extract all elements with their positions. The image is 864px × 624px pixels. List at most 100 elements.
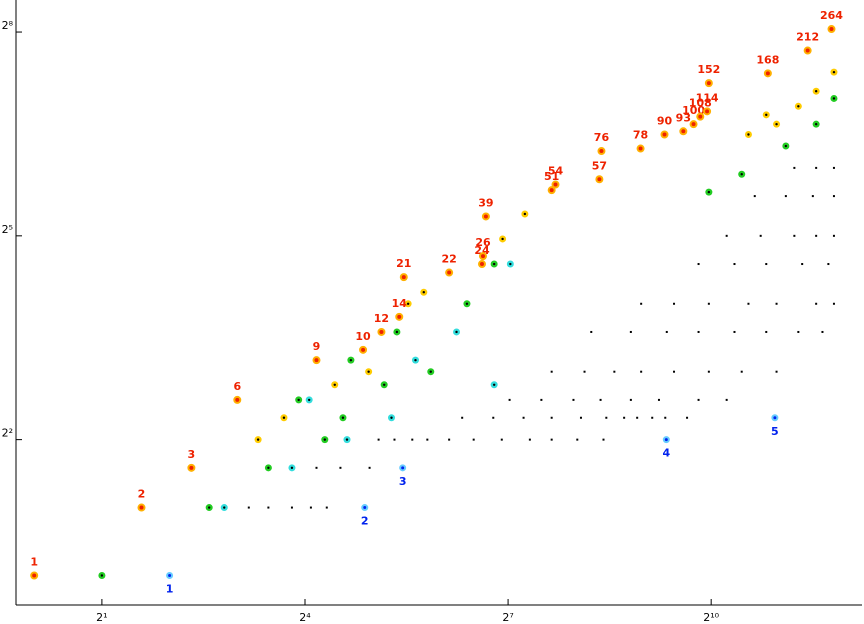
point <box>339 414 347 422</box>
point-core <box>832 97 836 100</box>
point-core <box>429 370 432 373</box>
data-label: 114 <box>696 91 719 104</box>
point <box>490 381 498 389</box>
point <box>753 195 756 198</box>
point <box>830 68 838 76</box>
point <box>679 127 688 136</box>
point <box>420 288 428 296</box>
point <box>426 438 429 441</box>
point <box>461 416 464 419</box>
point <box>267 506 270 509</box>
point <box>664 416 667 419</box>
point <box>801 263 804 266</box>
point <box>827 25 836 34</box>
point <box>365 368 373 376</box>
point <box>264 464 272 472</box>
point <box>361 504 369 512</box>
point <box>411 356 419 364</box>
point <box>30 571 39 580</box>
point-core <box>492 383 496 386</box>
point <box>696 112 705 121</box>
point-core <box>267 466 270 470</box>
data-label: 212 <box>796 31 819 44</box>
point <box>205 504 213 512</box>
point-core <box>307 398 311 402</box>
data-label: 4 <box>663 447 671 460</box>
point <box>492 416 495 419</box>
point <box>521 210 529 218</box>
point <box>254 436 262 444</box>
point-core <box>349 358 353 362</box>
point <box>395 312 404 321</box>
point <box>522 416 525 419</box>
point <box>765 263 768 266</box>
point <box>651 416 654 419</box>
point <box>280 414 288 422</box>
point <box>309 506 312 509</box>
point-core <box>282 416 286 419</box>
data-label: 3 <box>399 475 407 488</box>
point <box>613 370 616 373</box>
point <box>832 302 835 305</box>
point <box>220 504 228 512</box>
x-tick-label: 2⁷ <box>502 611 513 624</box>
point <box>771 414 779 422</box>
point <box>662 436 670 444</box>
data-label: 5 <box>771 425 779 438</box>
data-label: 51 <box>544 170 559 183</box>
point-core <box>100 574 104 577</box>
point <box>331 381 339 389</box>
point <box>315 466 318 469</box>
point <box>359 345 368 354</box>
data-label: 26 <box>475 236 491 249</box>
point <box>343 436 351 444</box>
point <box>290 506 293 509</box>
y-tick-label: 2⁵ <box>2 223 13 236</box>
data-label: 21 <box>396 257 411 270</box>
point-core <box>256 438 260 441</box>
point <box>832 234 835 237</box>
data-label: 6 <box>233 380 241 393</box>
point <box>448 438 451 441</box>
point-core <box>395 330 399 334</box>
point <box>481 212 490 221</box>
data-label: 93 <box>676 111 691 124</box>
point-core <box>290 466 294 470</box>
point <box>599 398 602 401</box>
point <box>815 302 818 305</box>
point <box>393 438 396 441</box>
point <box>463 300 471 308</box>
point <box>636 144 645 153</box>
point-core <box>455 330 458 334</box>
point-core <box>323 438 327 441</box>
point <box>705 188 713 196</box>
point <box>830 94 838 102</box>
data-label: 22 <box>441 253 456 266</box>
point <box>605 416 608 419</box>
point-core <box>775 122 778 126</box>
point-core <box>797 105 800 108</box>
point <box>657 398 660 401</box>
data-label: 12 <box>374 312 389 325</box>
point <box>137 503 146 512</box>
point <box>733 330 736 333</box>
point <box>576 438 579 441</box>
point <box>247 506 250 509</box>
point <box>660 130 669 139</box>
data-label: 108 <box>689 97 712 110</box>
data-label: 39 <box>478 196 493 209</box>
point <box>453 328 461 336</box>
point-core <box>465 302 469 305</box>
point <box>472 438 475 441</box>
point <box>686 416 689 419</box>
point <box>388 414 396 422</box>
point-core <box>422 291 425 294</box>
point-core <box>414 358 417 362</box>
point <box>187 463 196 472</box>
point <box>572 398 575 401</box>
point-core <box>207 506 211 509</box>
point <box>827 263 830 266</box>
point <box>629 398 632 401</box>
data-label: 1 <box>30 555 38 568</box>
